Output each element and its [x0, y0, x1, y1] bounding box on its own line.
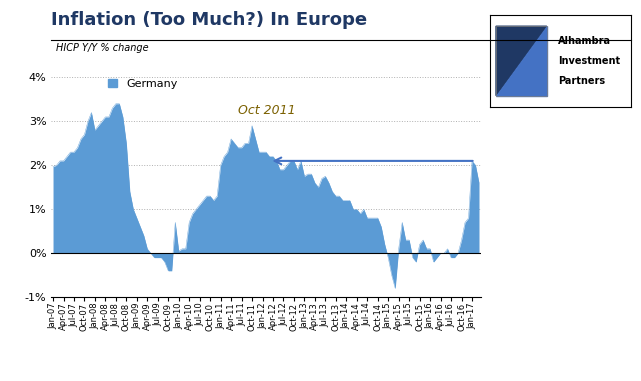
- Text: Inflation (Too Much?) In Europe: Inflation (Too Much?) In Europe: [51, 11, 367, 29]
- Bar: [496, 26, 547, 96]
- Text: Investment: Investment: [558, 56, 620, 66]
- Polygon shape: [496, 26, 547, 96]
- Text: Alhambra: Alhambra: [558, 36, 611, 46]
- Text: HICP Y/Y % change: HICP Y/Y % change: [56, 43, 148, 53]
- Text: Partners: Partners: [558, 76, 605, 86]
- Polygon shape: [496, 26, 547, 96]
- Text: Oct 2011: Oct 2011: [238, 104, 296, 117]
- Legend: Germany: Germany: [108, 79, 178, 89]
